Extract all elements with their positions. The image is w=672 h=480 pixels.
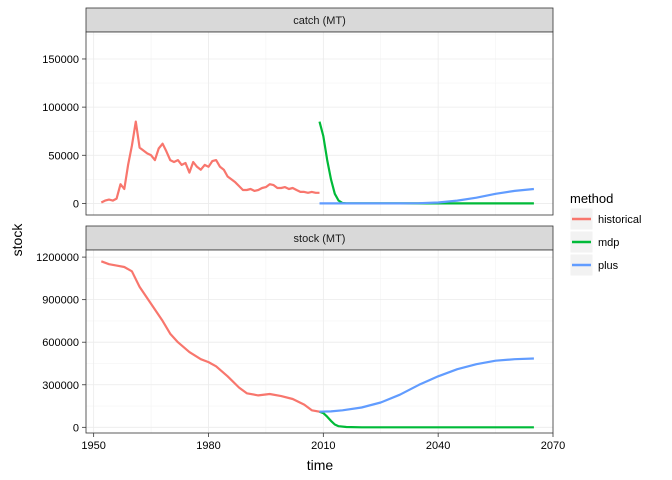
x-axis: 1950 1980 2010 2040 2070	[81, 433, 565, 452]
y-tick-label: 600000	[42, 337, 79, 349]
y-tick-label: 300000	[42, 380, 79, 392]
legend-item-mdp: mdp	[569, 230, 619, 254]
series-line-historical	[100, 120, 320, 204]
series-line-mdp	[319, 410, 534, 429]
y-axis-title: stock	[9, 223, 25, 257]
legend-item-historical: historical	[569, 207, 641, 231]
y-tick-label: 900000	[42, 295, 79, 307]
facet-strip-label: catch (MT)	[293, 15, 346, 27]
legend-label: mdp	[598, 237, 619, 249]
series-line-plus	[319, 187, 535, 205]
legend: method historical mdp plus	[569, 191, 641, 277]
legend-title: method	[570, 191, 613, 206]
panels: catch (MT) 0 50000 100000 150000 stock (MT) 0 3…	[36, 7, 565, 452]
x-tick-label: 2070	[541, 440, 565, 452]
x-tick-label: 1980	[196, 440, 220, 452]
legend-item-plus: plus	[569, 253, 619, 277]
y-tick-label: 0	[73, 198, 79, 210]
x-axis-title: time	[307, 457, 334, 473]
y-tick-label: 0	[73, 422, 79, 434]
x-tick-label: 1950	[81, 440, 105, 452]
y-tick-label: 50000	[48, 150, 79, 162]
series-line-historical	[100, 260, 320, 413]
facet-strip-label: stock (MT)	[294, 233, 346, 245]
panel-stock-mt: stock (MT) 0 300000 600000 900000 1200000	[36, 225, 554, 434]
x-tick-label: 2010	[311, 440, 335, 452]
gridlines	[86, 32, 554, 215]
facet-strip	[85, 225, 554, 251]
facet-strip	[85, 7, 554, 33]
gridlines	[86, 250, 554, 433]
panel-catch-mt: catch (MT) 0 50000 100000 150000	[42, 7, 554, 216]
panel-border	[85, 249, 554, 434]
y-tick-label: 150000	[42, 54, 79, 66]
panel-border	[85, 31, 554, 216]
series-lines	[100, 120, 535, 205]
panel-background	[86, 250, 553, 433]
y-tick-label: 1200000	[36, 252, 79, 264]
x-tick-label: 2040	[426, 440, 450, 452]
series-lines	[100, 260, 534, 429]
y-tick-label: 100000	[42, 102, 79, 114]
legend-label: historical	[598, 214, 641, 226]
legend-label: plus	[598, 260, 619, 272]
series-line-plus	[319, 357, 534, 413]
